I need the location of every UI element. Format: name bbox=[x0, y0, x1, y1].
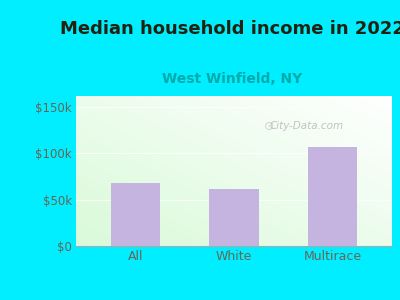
Text: West Winfield, NY: West Winfield, NY bbox=[162, 72, 302, 86]
Text: ⊙: ⊙ bbox=[264, 119, 274, 133]
Bar bbox=[308, 147, 358, 246]
Text: Median household income in 2022: Median household income in 2022 bbox=[60, 20, 400, 38]
Text: City-Data.com: City-Data.com bbox=[270, 121, 344, 131]
Bar bbox=[110, 183, 160, 246]
Bar bbox=[209, 189, 259, 246]
